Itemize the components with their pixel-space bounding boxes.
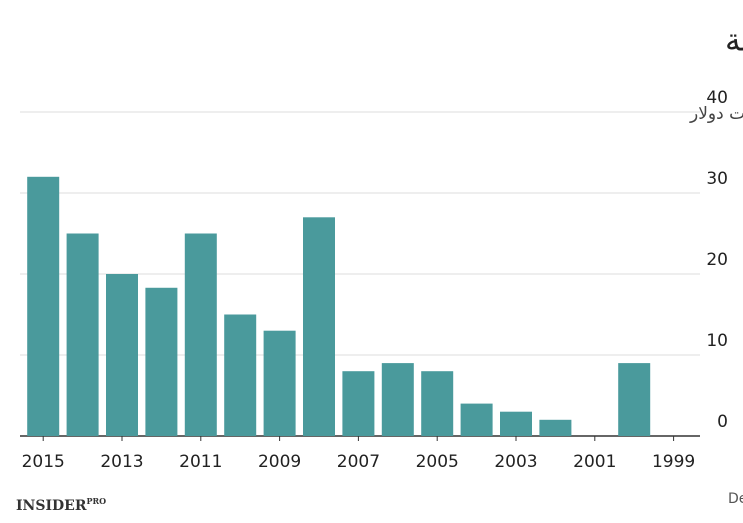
source: المصدر: Dealogic bbox=[728, 491, 743, 507]
x-tick-label: 2013 bbox=[100, 452, 143, 472]
y-tick-label: 20 bbox=[706, 250, 728, 270]
chart-title: الشركات الصينية تشتري شركات أوروبية bbox=[725, 20, 743, 59]
bar bbox=[303, 217, 335, 436]
bar bbox=[381, 363, 414, 436]
bar bbox=[500, 411, 532, 436]
bar bbox=[106, 274, 138, 436]
bar bbox=[618, 363, 651, 436]
bar bbox=[27, 176, 60, 437]
bar bbox=[263, 330, 296, 436]
x-tick-label: 2005 bbox=[416, 452, 459, 472]
bar bbox=[539, 419, 572, 436]
bar bbox=[421, 371, 454, 436]
bar bbox=[66, 233, 99, 436]
logo-text: INSIDER bbox=[16, 498, 87, 514]
x-tick-label: 2007 bbox=[337, 452, 380, 472]
bar bbox=[145, 287, 178, 436]
y-axis-label: مليارات دولار bbox=[689, 104, 743, 124]
x-tick-label: 2011 bbox=[179, 452, 222, 472]
bar bbox=[342, 371, 375, 436]
y-tick-label: 40 bbox=[706, 88, 728, 108]
y-tick-label: 0 bbox=[717, 412, 728, 432]
bar bbox=[184, 233, 217, 436]
logo-sup: PRO bbox=[86, 496, 106, 506]
bar bbox=[460, 403, 493, 436]
x-tick-label: 2015 bbox=[22, 452, 65, 472]
x-tick-label: 2003 bbox=[494, 452, 537, 472]
x-tick-label: 2001 bbox=[573, 452, 616, 472]
y-tick-label: 10 bbox=[706, 331, 728, 351]
x-tick-label: 2009 bbox=[258, 452, 301, 472]
logo: INSIDERPRO bbox=[16, 496, 106, 514]
bar bbox=[224, 314, 257, 436]
y-tick-label: 30 bbox=[706, 169, 728, 189]
x-tick-label: 1999 bbox=[652, 452, 695, 472]
